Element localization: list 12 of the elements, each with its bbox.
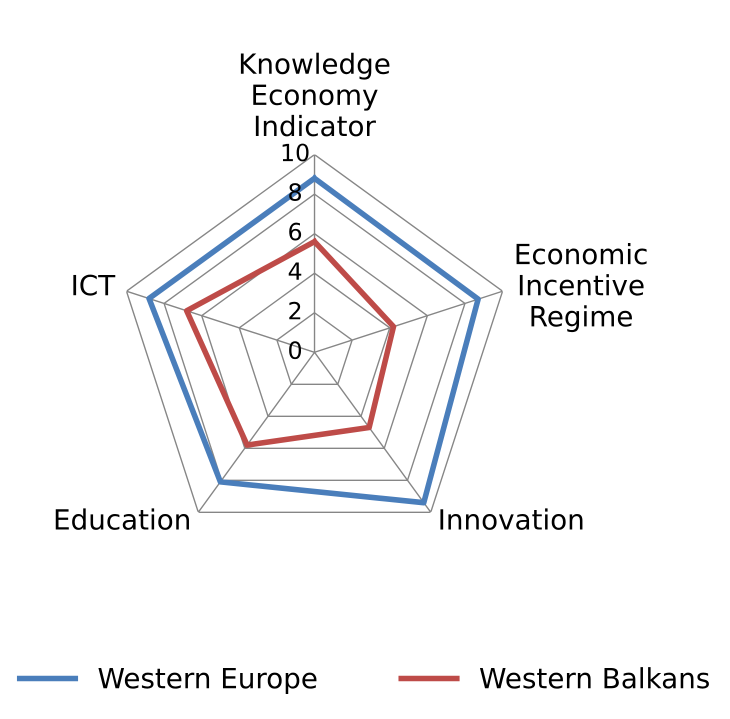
spoke-label: ICT	[73, 274, 116, 296]
spoke-label: Education	[56, 508, 189, 530]
y-tick-label: 4	[288, 262, 302, 280]
y-tick-label: 10	[282, 144, 309, 162]
legend-label: Western Europe	[98, 668, 316, 694]
legend-label: Western Balkans	[480, 667, 709, 689]
spoke-label: Innovation	[440, 508, 582, 530]
spoke-label: Economic Incentive Regime	[516, 242, 647, 332]
spoke-label: Knowledge Economy Indicator	[240, 52, 390, 136]
y-tick-label: 6	[289, 222, 302, 241]
y-tick-label: 2	[289, 302, 300, 320]
y-tick-label: 0	[289, 341, 302, 360]
